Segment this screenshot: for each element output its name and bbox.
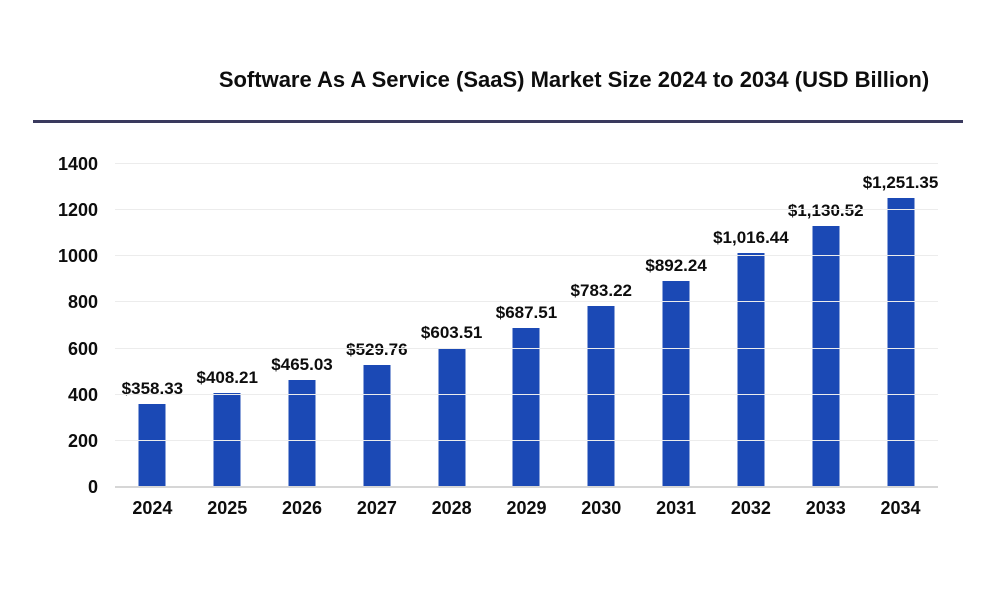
- x-axis: 2024 2025 2026 2027 2028 2029 2030 2031 2032 2033…: [115, 497, 938, 519]
- y-axis: 0 200 400 600 800 1000 1200 1400: [0, 155, 98, 496]
- bar-band-2032: $1,016.44: [713, 164, 789, 487]
- bar-value-label-2032: $1,016.44: [713, 227, 789, 247]
- x-tick-label-2027: 2027: [356, 498, 397, 518]
- y-tick-label-1200: 1200: [57, 200, 98, 221]
- bar-2034: [887, 198, 915, 487]
- bar-2029: [512, 328, 540, 487]
- bar-value-label-2026: $465.03: [271, 354, 333, 374]
- gridline-400: [115, 393, 938, 395]
- gridline-1200: [115, 209, 938, 211]
- bars-layer: $358.33 $408.21 $465.03 $529.76 $603.51 $687.…: [115, 164, 938, 487]
- x-tick-label-2026: 2026: [282, 498, 323, 518]
- y-tick-label-600: 600: [67, 338, 98, 359]
- y-tick-label-200: 200: [67, 430, 98, 451]
- title-divider: [33, 120, 963, 123]
- bar-2033: [812, 226, 840, 487]
- y-tick-label-1400: 1400: [57, 154, 98, 174]
- bar-2028: [438, 347, 466, 487]
- y-tick-label-400: 400: [67, 384, 98, 405]
- x-tick-label-2029: 2029: [506, 498, 547, 518]
- bar-2030: [587, 306, 615, 487]
- bar-value-label-2031: $892.24: [645, 256, 707, 276]
- bar-band-2034: $1,251.35: [863, 164, 938, 487]
- y-tick-label-1000: 1000: [57, 246, 98, 267]
- bar-value-label-2030: $783.22: [570, 281, 633, 301]
- x-tick-label-2034: 2034: [880, 498, 921, 518]
- bar-value-label-2029: $687.51: [495, 303, 558, 323]
- gridline-1000: [115, 255, 938, 257]
- y-tick-label-800: 800: [67, 292, 98, 313]
- gridline-800: [115, 301, 938, 303]
- gridline-600: [115, 347, 938, 349]
- x-tick-label-2031: 2031: [656, 498, 697, 518]
- bar-band-2024: $358.33: [115, 164, 190, 487]
- bar-2026: [288, 379, 316, 487]
- bar-value-label-2028: $603.51: [420, 322, 483, 342]
- x-axis-line: [115, 486, 938, 488]
- bar-2027: [363, 364, 391, 487]
- x-tick-label-2032: 2032: [730, 498, 771, 518]
- x-tick-label-2025: 2025: [207, 498, 248, 518]
- gridline-200: [115, 439, 938, 441]
- bar-band-2029: $687.51: [489, 164, 564, 487]
- bar-band-2027: $529.76: [339, 164, 414, 487]
- bar-value-label-2033: $1,130.52: [787, 201, 864, 221]
- bar-value-label-2034: $1,251.35: [862, 173, 939, 193]
- bar-value-label-2024: $358.33: [121, 379, 184, 399]
- x-tick-label-2033: 2033: [805, 498, 846, 518]
- bar-band-2028: $603.51: [414, 164, 489, 487]
- bar-value-label-2027: $529.76: [346, 339, 408, 359]
- bar-band-2025: $408.21: [190, 164, 265, 487]
- chart-title: Software As A Service (SaaS) Market Size…: [218, 67, 930, 92]
- bar-value-label-2025: $408.21: [196, 367, 258, 387]
- bar-band-2031: $892.24: [639, 164, 714, 487]
- bar-2032: [737, 252, 765, 487]
- bar-2031: [662, 281, 690, 487]
- bar-2024: [138, 404, 166, 487]
- bar-band-2030: $783.22: [564, 164, 639, 487]
- plot-area: $358.33 $408.21 $465.03 $529.76 $603.51 $687.…: [115, 163, 938, 488]
- y-tick-label-0: 0: [87, 477, 98, 497]
- x-tick-label-2030: 2030: [581, 498, 622, 518]
- x-tick-label-2028: 2028: [431, 498, 472, 518]
- x-tick-label-2024: 2024: [132, 498, 173, 518]
- bar-band-2033: $1,130.52: [787, 164, 864, 487]
- gridline-1400: [115, 163, 938, 164]
- bar-band-2026: $465.03: [265, 164, 340, 487]
